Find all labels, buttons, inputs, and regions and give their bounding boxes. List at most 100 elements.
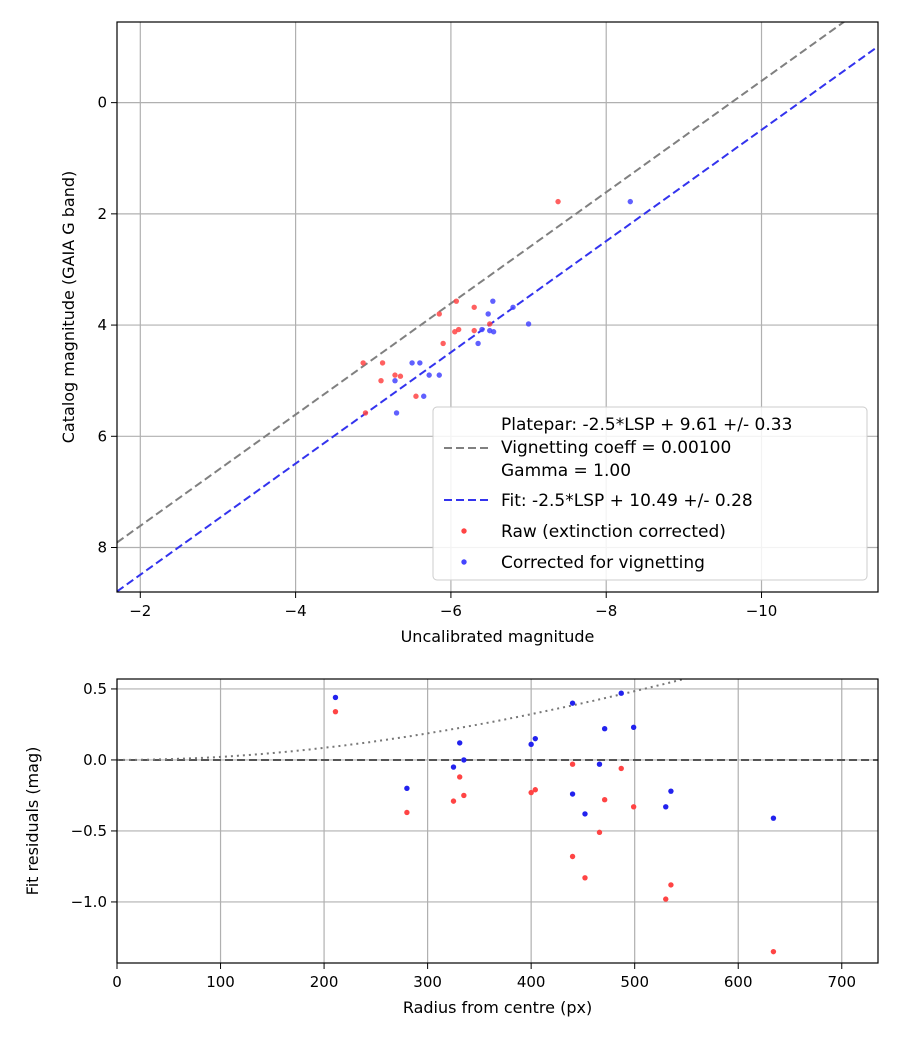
raw-point: [555, 198, 561, 205]
corrected-residual-point: [461, 757, 467, 763]
legend-platepar-label: Gamma = 1.00: [501, 461, 631, 481]
corrected-residual-point: [618, 690, 624, 696]
raw-point: [436, 311, 442, 317]
corrected-point: [417, 360, 423, 366]
corrected-point: [510, 304, 516, 310]
raw-point: [392, 372, 398, 378]
x-tick-label: −10: [746, 602, 778, 620]
x-tick-label: 400: [517, 973, 546, 991]
legend: Platepar: -2.5*LSP + 9.61 +/- 0.33 Vignet…: [432, 406, 868, 581]
legend-box: [432, 406, 868, 581]
corrected-residual-point: [450, 764, 457, 770]
y-axis-label: Catalog magnitude (GAIA G band): [59, 171, 78, 443]
corrected-point: [426, 372, 432, 378]
raw-point: [453, 298, 460, 304]
residuals-plot: 0 100 200 300 400 500 600 700 0.5 0.0 −0.5 −1.0 Radi…: [23, 678, 879, 1017]
raw-residual-point: [770, 948, 777, 955]
raw-residual-point: [668, 882, 674, 888]
raw-point: [413, 393, 419, 399]
y-tick-label: 0.0: [83, 751, 107, 769]
raw-residual-point: [569, 853, 576, 860]
raw-residual-point: [630, 804, 637, 810]
raw-residual-point: [582, 875, 588, 881]
corrected-point: [490, 298, 496, 304]
raw-point: [452, 329, 458, 335]
legend-fit-label: Fit: -2.5*LSP + 10.49 +/- 0.28: [501, 491, 753, 511]
axes-frame: [116, 678, 879, 964]
corrected-residual-point: [528, 741, 534, 748]
corrected-residual-point: [770, 815, 777, 821]
corrected-residual-point: [457, 740, 463, 746]
x-tick-label: 500: [620, 973, 649, 991]
axes-frame: [116, 21, 879, 593]
corrected-residual-point: [532, 735, 538, 742]
raw-point: [471, 327, 477, 334]
x-tick-label: 100: [206, 973, 235, 991]
y-tick-label: 8: [97, 539, 107, 557]
raw-residual-point: [618, 765, 624, 772]
corrected-point: [490, 329, 497, 335]
x-tick-label: 0: [112, 973, 122, 991]
raw-residual-point: [532, 787, 538, 793]
legend-corrected-swatch: [461, 559, 467, 565]
legend-raw-label: Raw (extinction corrected): [501, 522, 726, 542]
raw-point: [360, 360, 366, 366]
x-tick-label: 300: [413, 973, 442, 991]
y-axis-label: Fit residuals (mag): [23, 747, 42, 896]
corrected-point: [627, 198, 633, 205]
x-tick-label: 200: [310, 973, 339, 991]
corrected-residual-point: [582, 811, 588, 817]
y-tick-label: 4: [97, 316, 107, 334]
x-tick-label: −2: [129, 602, 151, 620]
x-axis-label: Uncalibrated magnitude: [401, 627, 595, 646]
raw-point: [378, 377, 384, 384]
corrected-residual-point: [601, 726, 608, 732]
y-tick-label: −0.5: [71, 822, 107, 840]
y-tick-label: 6: [97, 427, 107, 445]
legend-platepar-label: Platepar: -2.5*LSP + 9.61 +/- 0.33: [501, 415, 792, 435]
corrected-residual-point: [668, 788, 674, 794]
corrected-residual-point: [569, 700, 576, 706]
raw-residual-point: [601, 797, 608, 803]
corrected-point: [485, 311, 491, 317]
plot-area: [117, 679, 878, 955]
corrected-point: [392, 377, 398, 384]
raw-point: [471, 304, 477, 310]
raw-residual-point: [457, 774, 463, 780]
x-tick-label: −8: [595, 602, 617, 620]
corrected-residual-point: [404, 785, 410, 792]
legend-corrected-label: Corrected for vignetting: [501, 553, 705, 573]
raw-point: [440, 340, 446, 347]
raw-residual-point: [528, 789, 534, 796]
raw-residual-point: [450, 798, 457, 804]
plot-area: [117, 22, 878, 592]
corrected-point: [421, 393, 427, 399]
raw-residual-point: [569, 761, 576, 767]
legend-platepar-label: Vignetting coeff = 0.00100: [501, 438, 731, 458]
corrected-point: [393, 410, 400, 416]
y-tick-label: −1.0: [71, 893, 107, 911]
raw-point: [397, 373, 404, 379]
corrected-point: [525, 321, 532, 327]
raw-residual-point: [461, 792, 467, 799]
x-tick-label: −4: [285, 602, 307, 620]
corrected-point: [409, 360, 415, 366]
x-tick-label: 700: [827, 973, 856, 991]
raw-point: [379, 360, 386, 366]
x-tick-label: 600: [724, 973, 753, 991]
x-tick-label: −6: [440, 602, 462, 620]
corrected-residual-point: [663, 804, 669, 810]
raw-point: [487, 321, 493, 327]
corrected-point: [479, 326, 485, 333]
raw-residual-point: [404, 809, 410, 816]
corrected-residual-point: [569, 791, 576, 797]
y-tick-label: 0.5: [83, 680, 107, 698]
corrected-point: [436, 372, 442, 378]
corrected-residual-point: [332, 694, 339, 701]
raw-residual-point: [663, 896, 669, 902]
corrected-residual-point: [630, 724, 637, 730]
x-axis-label: Radius from centre (px): [403, 998, 592, 1017]
y-tick-label: 0: [97, 94, 107, 112]
raw-residual-point: [332, 708, 339, 715]
